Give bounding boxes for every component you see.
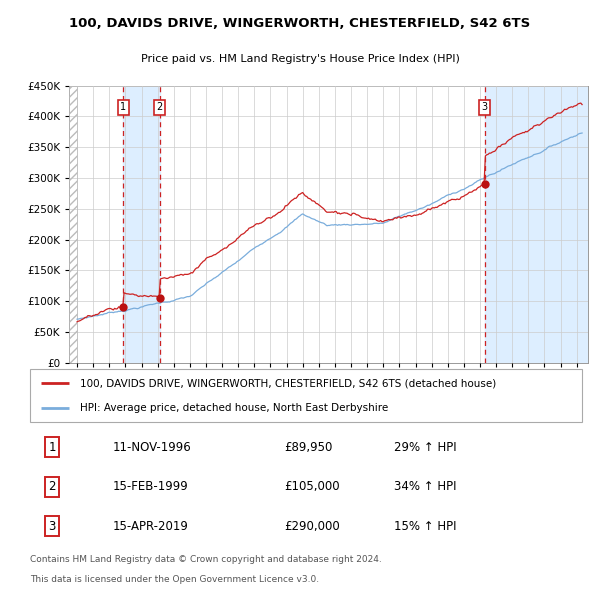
Text: 1: 1 <box>120 102 127 112</box>
Text: 100, DAVIDS DRIVE, WINGERWORTH, CHESTERFIELD, S42 6TS (detached house): 100, DAVIDS DRIVE, WINGERWORTH, CHESTERF… <box>80 378 496 388</box>
Text: HPI: Average price, detached house, North East Derbyshire: HPI: Average price, detached house, Nort… <box>80 402 388 412</box>
Text: 2: 2 <box>157 102 163 112</box>
Text: 11-NOV-1996: 11-NOV-1996 <box>113 441 191 454</box>
Text: 3: 3 <box>482 102 488 112</box>
Text: 3: 3 <box>49 520 56 533</box>
Text: 34% ↑ HPI: 34% ↑ HPI <box>394 480 457 493</box>
Text: 100, DAVIDS DRIVE, WINGERWORTH, CHESTERFIELD, S42 6TS: 100, DAVIDS DRIVE, WINGERWORTH, CHESTERF… <box>70 17 530 30</box>
Text: 15-FEB-1999: 15-FEB-1999 <box>113 480 188 493</box>
Text: £290,000: £290,000 <box>284 520 340 533</box>
Bar <box>124 86 160 363</box>
Text: 2: 2 <box>49 480 56 493</box>
Text: £105,000: £105,000 <box>284 480 340 493</box>
Bar <box>485 86 588 363</box>
Text: 29% ↑ HPI: 29% ↑ HPI <box>394 441 457 454</box>
Text: £89,950: £89,950 <box>284 441 332 454</box>
Text: This data is licensed under the Open Government Licence v3.0.: This data is licensed under the Open Gov… <box>30 575 319 584</box>
Text: Contains HM Land Registry data © Crown copyright and database right 2024.: Contains HM Land Registry data © Crown c… <box>30 555 382 563</box>
Text: 15% ↑ HPI: 15% ↑ HPI <box>394 520 457 533</box>
Text: 15-APR-2019: 15-APR-2019 <box>113 520 188 533</box>
Text: 1: 1 <box>49 441 56 454</box>
Text: Price paid vs. HM Land Registry's House Price Index (HPI): Price paid vs. HM Land Registry's House … <box>140 54 460 64</box>
FancyBboxPatch shape <box>30 369 582 422</box>
